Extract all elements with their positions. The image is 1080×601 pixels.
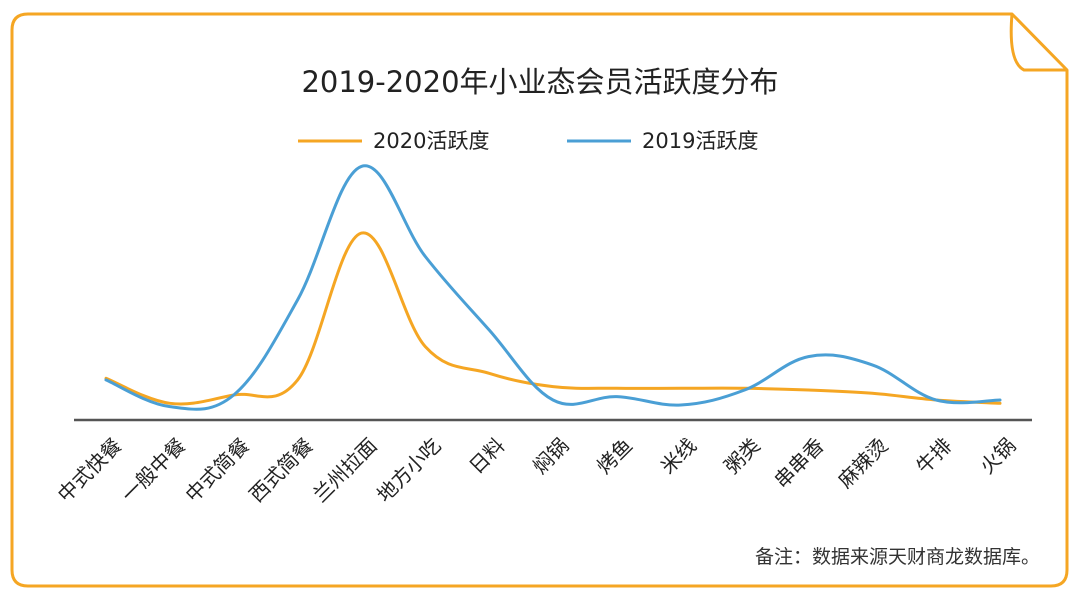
legend: 2020活跃度 2019活跃度 [298, 129, 758, 153]
series-line-2 [104, 164, 1002, 411]
page-frame [10, 12, 1069, 588]
series-line-1 [104, 231, 1002, 406]
footnote: 备注：数据来源天财商龙数据库。 [755, 546, 1040, 568]
legend-label-1: 2020活跃度 [373, 129, 489, 153]
legend-label-2: 2019活跃度 [642, 129, 758, 153]
chart-title: 2019-2020年小业态会员活跃度分布 [301, 65, 778, 99]
series-layer [104, 164, 1002, 411]
page-fold [1009, 13, 1067, 72]
